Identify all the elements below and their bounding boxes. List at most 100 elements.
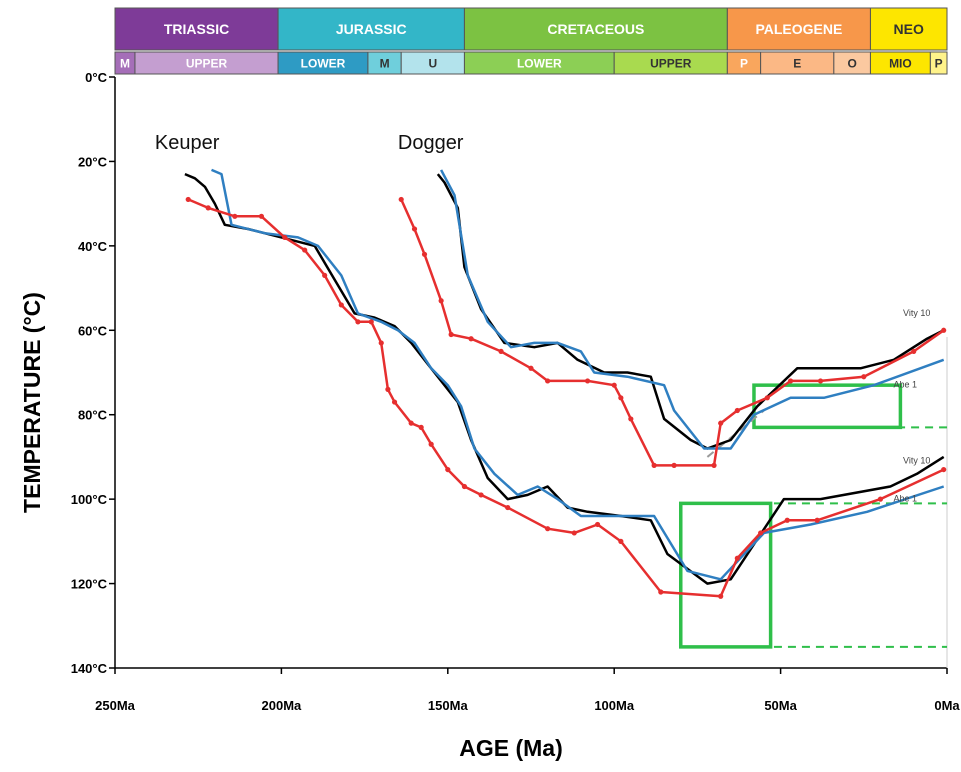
series-point <box>651 462 657 468</box>
reference-line <box>706 409 765 458</box>
y-axis-title: TEMPERATURE (°C) <box>19 292 45 513</box>
series-point <box>355 319 361 325</box>
series-line-dogger <box>400 198 945 467</box>
series-point <box>628 416 634 422</box>
series-point <box>232 213 238 219</box>
series-point <box>478 492 484 498</box>
series-point <box>671 462 677 468</box>
series-line-keuper <box>211 168 945 581</box>
y-tick-label: 20°C <box>78 154 108 169</box>
series-point <box>611 382 617 388</box>
series-point <box>658 589 664 595</box>
series-point <box>618 395 624 401</box>
y-tick-label: 140°C <box>71 661 108 676</box>
period-label: NEO <box>894 21 924 37</box>
period-box <box>114 7 279 51</box>
series-point <box>498 348 504 354</box>
series-point <box>468 336 474 342</box>
x-tick-label: 150Ma <box>428 698 469 713</box>
series-point <box>861 374 867 380</box>
series-point <box>528 365 534 371</box>
constraint-box <box>752 383 903 430</box>
period-label: CRETACEOUS <box>547 21 644 37</box>
series-point <box>205 205 211 211</box>
epoch-label: M <box>120 57 130 71</box>
y-tick-label: 40°C <box>78 239 108 254</box>
series-point <box>391 399 398 405</box>
x-tick-label: 0Ma <box>934 698 960 713</box>
y-tick-label: 0°C <box>85 70 107 85</box>
epoch-label: U <box>428 57 437 71</box>
series-point <box>758 530 764 536</box>
series-line-dogger <box>436 173 945 450</box>
series-point <box>734 555 740 561</box>
x-axis-title: AGE (Ma) <box>459 735 563 761</box>
series-point <box>185 196 191 203</box>
y-tick-label: 120°C <box>71 577 108 592</box>
series-point <box>584 378 591 384</box>
x-tick-label: 250Ma <box>95 698 136 713</box>
epoch-label: O <box>847 57 856 71</box>
period-box <box>726 7 871 51</box>
x-tick-label: 200Ma <box>262 698 303 713</box>
series-point <box>428 441 434 447</box>
series-point <box>784 517 790 523</box>
series-point <box>734 407 740 414</box>
series-point <box>787 378 794 384</box>
series-point <box>505 504 511 511</box>
series-point <box>941 327 947 333</box>
series-point <box>418 424 424 430</box>
y-tick-label: 100°C <box>71 492 108 507</box>
series-point <box>764 395 770 401</box>
well-label: Vity 10 <box>903 456 930 466</box>
epoch-label: LOWER <box>517 57 562 71</box>
well-label: Vity 10 <box>903 308 930 318</box>
series-point <box>385 386 391 392</box>
series-point <box>411 226 418 232</box>
series-point <box>711 462 717 468</box>
series-point <box>378 340 384 346</box>
series-point <box>545 526 551 532</box>
series-point <box>461 483 468 490</box>
series-point <box>594 521 601 528</box>
period-box <box>277 7 465 51</box>
series-point <box>368 319 374 325</box>
x-tick-label: 100Ma <box>594 698 635 713</box>
period-label: TRIASSIC <box>164 21 229 37</box>
series-point <box>817 378 824 384</box>
series-point <box>322 272 328 279</box>
y-tick-label: 80°C <box>78 408 108 423</box>
annotation-label: Dogger <box>398 132 464 154</box>
y-tick-label: 60°C <box>78 323 108 338</box>
series-line-keuper <box>187 198 945 598</box>
period-label: PALEOGENE <box>755 21 842 37</box>
series-point <box>877 496 884 502</box>
series-point <box>545 378 551 384</box>
series-point <box>282 234 288 241</box>
epoch-label: P <box>935 57 943 71</box>
epoch-label: UPPER <box>650 57 692 71</box>
well-label: Abe 1 <box>894 494 918 504</box>
series-point <box>618 538 624 544</box>
period-box <box>463 7 728 51</box>
annotation-label: Keuper <box>155 132 220 154</box>
series-point <box>448 331 454 338</box>
series-point <box>338 302 344 308</box>
epoch-label: P <box>740 57 748 71</box>
constraint-box <box>679 501 773 649</box>
series-point <box>718 420 724 426</box>
series-line-dogger <box>439 169 945 450</box>
series-point <box>421 251 428 257</box>
epoch-label: UPPER <box>186 57 228 71</box>
epoch-label: MIO <box>889 57 912 71</box>
series-point <box>911 348 917 354</box>
epoch-label: E <box>793 57 801 71</box>
series-point <box>408 420 414 426</box>
series-point <box>941 466 947 473</box>
epoch-box <box>929 51 948 75</box>
epoch-label: M <box>380 57 390 71</box>
period-label: JURASSIC <box>336 21 407 37</box>
series-point <box>438 298 444 304</box>
